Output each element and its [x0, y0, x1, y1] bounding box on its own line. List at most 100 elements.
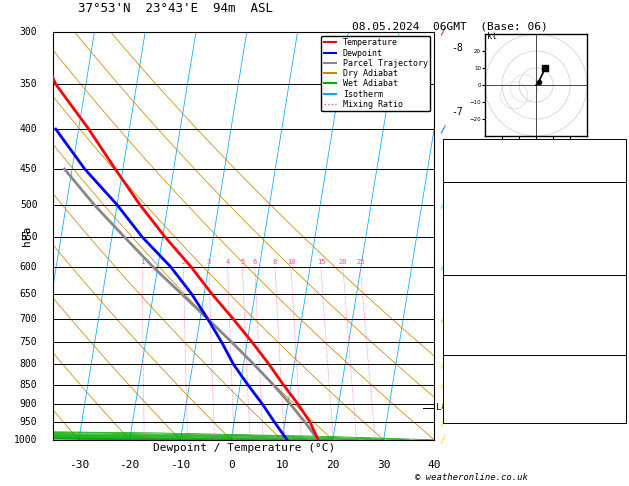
Text: EH: EH: [446, 370, 457, 381]
Text: 47: 47: [612, 157, 624, 168]
Text: Hodograph: Hodograph: [508, 359, 561, 369]
Text: 21: 21: [612, 143, 624, 154]
Text: 5: 5: [240, 259, 245, 264]
Text: kt: kt: [487, 32, 497, 41]
Text: CAPE (J): CAPE (J): [446, 332, 493, 343]
Text: \: \: [438, 380, 447, 390]
Text: 350: 350: [20, 79, 38, 89]
Text: -5: -5: [452, 218, 464, 228]
Text: 11: 11: [612, 212, 624, 222]
Text: \: \: [438, 314, 447, 324]
Text: StmSpd (kt): StmSpd (kt): [446, 413, 510, 423]
Text: LCL: LCL: [437, 403, 452, 412]
Text: 0: 0: [618, 254, 624, 264]
Text: 3: 3: [618, 318, 624, 329]
Text: -8: -8: [452, 43, 464, 53]
Text: 1000: 1000: [14, 435, 38, 445]
Text: 20: 20: [338, 259, 347, 264]
Text: 12: 12: [612, 413, 624, 423]
Text: Surface: Surface: [514, 186, 555, 196]
Text: Lifted Index: Lifted Index: [446, 240, 516, 250]
Text: 950: 950: [20, 417, 38, 428]
Text: CIN (J): CIN (J): [446, 347, 487, 357]
Text: -1: -1: [452, 399, 464, 408]
Text: 335°: 335°: [601, 399, 624, 409]
Text: \: \: [438, 435, 447, 445]
Text: 300: 300: [20, 27, 38, 36]
Text: 313: 313: [606, 226, 624, 236]
Text: K: K: [446, 143, 452, 154]
Text: 17.1: 17.1: [601, 198, 624, 208]
Text: SREH: SREH: [446, 384, 469, 395]
Text: 25: 25: [356, 259, 365, 264]
Text: \: \: [438, 417, 447, 427]
Text: \: \: [438, 124, 447, 134]
Text: CIN (J): CIN (J): [446, 268, 487, 278]
Text: \: \: [438, 399, 447, 409]
Text: © weatheronline.co.uk: © weatheronline.co.uk: [415, 473, 528, 482]
Text: 750: 750: [20, 337, 38, 347]
Text: 800: 800: [606, 290, 624, 300]
Text: 0: 0: [618, 332, 624, 343]
Text: 20: 20: [326, 460, 340, 470]
Text: 400: 400: [20, 124, 38, 134]
Text: 700: 700: [20, 314, 38, 324]
Text: StmDir: StmDir: [446, 399, 481, 409]
Text: Temp (°C): Temp (°C): [446, 198, 499, 208]
Text: PW (cm): PW (cm): [446, 172, 487, 182]
Text: 800: 800: [20, 359, 38, 369]
Text: \: \: [438, 359, 447, 369]
Text: 08.05.2024  06GMT  (Base: 06): 08.05.2024 06GMT (Base: 06): [352, 22, 548, 32]
Text: 850: 850: [20, 380, 38, 390]
Text: -6: -6: [452, 165, 464, 175]
Text: -30: -30: [69, 460, 89, 470]
Text: 37°53'N  23°43'E  94m  ASL: 37°53'N 23°43'E 94m ASL: [78, 2, 273, 15]
Text: 30: 30: [377, 460, 391, 470]
Text: 650: 650: [20, 289, 38, 299]
Text: 4: 4: [618, 240, 624, 250]
Text: 1: 1: [140, 259, 145, 264]
Text: Totals Totals: Totals Totals: [446, 157, 522, 168]
Text: 600: 600: [20, 261, 38, 272]
Text: \: \: [438, 262, 447, 272]
Text: θe(K): θe(K): [446, 226, 475, 236]
Text: -20: -20: [120, 460, 140, 470]
Text: -7: -7: [452, 107, 464, 117]
Text: 316: 316: [606, 304, 624, 314]
Text: 2.03: 2.03: [601, 172, 624, 182]
Text: -10: -10: [170, 460, 191, 470]
Text: 3: 3: [207, 259, 211, 264]
Text: 14: 14: [612, 384, 624, 395]
Text: Most Unstable: Most Unstable: [496, 278, 573, 289]
Text: Dewp (°C): Dewp (°C): [446, 212, 499, 222]
Text: 4: 4: [225, 259, 230, 264]
Text: CAPE (J): CAPE (J): [446, 254, 493, 264]
Text: 0: 0: [228, 460, 235, 470]
Text: -2: -2: [452, 357, 464, 367]
X-axis label: Dewpoint / Temperature (°C): Dewpoint / Temperature (°C): [153, 443, 335, 452]
Text: Pressure (mb): Pressure (mb): [446, 290, 522, 300]
Text: \: \: [438, 27, 447, 36]
Text: 2: 2: [181, 259, 186, 264]
Text: 900: 900: [20, 399, 38, 409]
Text: 500: 500: [20, 200, 38, 210]
Text: hPa: hPa: [22, 226, 32, 246]
Text: 40: 40: [428, 460, 441, 470]
Text: -0: -0: [612, 370, 624, 381]
Text: -4: -4: [452, 268, 464, 278]
Text: \: \: [438, 200, 447, 209]
Text: 6: 6: [253, 259, 257, 264]
Text: 8: 8: [273, 259, 277, 264]
Text: 0: 0: [618, 268, 624, 278]
Text: 10: 10: [276, 460, 289, 470]
Legend: Temperature, Dewpoint, Parcel Trajectory, Dry Adiabat, Wet Adiabat, Isotherm, Mi: Temperature, Dewpoint, Parcel Trajectory…: [321, 36, 430, 111]
Text: Mixing Ratio (g/kg): Mixing Ratio (g/kg): [475, 180, 485, 292]
Text: 0: 0: [618, 347, 624, 357]
Text: 10: 10: [287, 259, 295, 264]
Text: Lifted Index: Lifted Index: [446, 318, 516, 329]
Text: 15: 15: [317, 259, 325, 264]
Text: 450: 450: [20, 164, 38, 174]
Text: 550: 550: [20, 232, 38, 242]
Text: θe (K): θe (K): [446, 304, 481, 314]
Text: -3: -3: [452, 314, 464, 324]
